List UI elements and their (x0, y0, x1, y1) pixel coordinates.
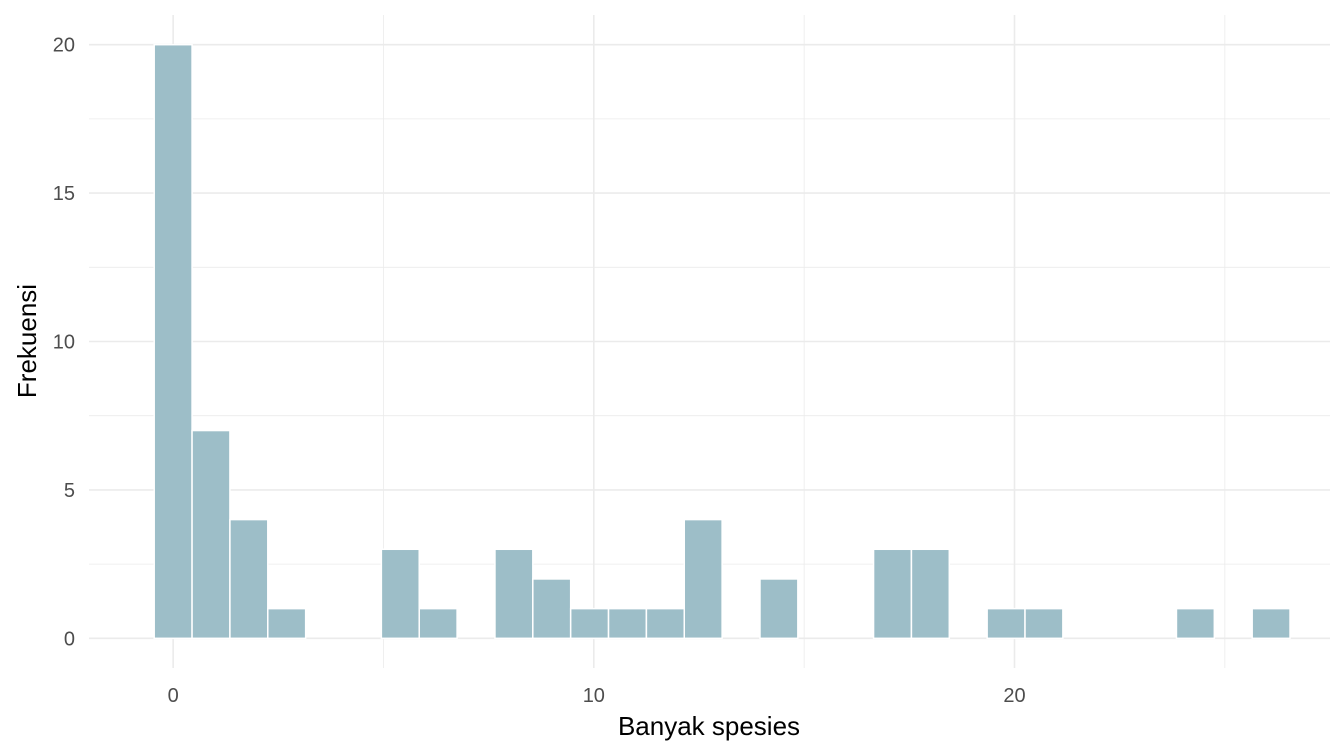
histogram-bar (191, 429, 231, 640)
y-tick-label: 5 (64, 480, 75, 502)
y-axis-title: Frekuensi (12, 284, 42, 398)
y-tick-label: 20 (53, 35, 75, 57)
histogram-bar (569, 607, 610, 640)
x-tick-label: 20 (1003, 685, 1025, 707)
histogram-bars (153, 43, 1291, 640)
histogram-bar (1175, 607, 1216, 640)
histogram-bar (645, 607, 686, 640)
histogram-bar (1251, 607, 1291, 640)
x-axis-tick-labels: 0 10 20 (168, 685, 1026, 707)
y-axis-tick-labels: 0 5 10 15 20 (53, 35, 75, 651)
histogram-bar (607, 607, 648, 640)
histogram-bar (267, 607, 307, 640)
histogram-bar (1024, 607, 1064, 640)
y-tick-label: 0 (64, 628, 75, 650)
histogram-bar (418, 607, 458, 640)
histogram-bar (494, 548, 534, 640)
histogram-bar (153, 43, 193, 640)
histogram-bar (380, 548, 420, 640)
y-tick-label: 10 (53, 332, 75, 354)
x-tick-label: 10 (583, 685, 605, 707)
x-axis-title: Banyak spesies (618, 711, 800, 741)
histogram-bar (910, 548, 951, 640)
y-tick-label: 15 (53, 183, 75, 205)
x-tick-label: 0 (168, 685, 179, 707)
histogram-bar (872, 548, 913, 640)
histogram-bar (229, 518, 269, 640)
histogram-bar (532, 578, 572, 640)
histogram-bar (986, 607, 1026, 640)
histogram-bar (759, 578, 799, 640)
histogram-bar (683, 518, 723, 640)
